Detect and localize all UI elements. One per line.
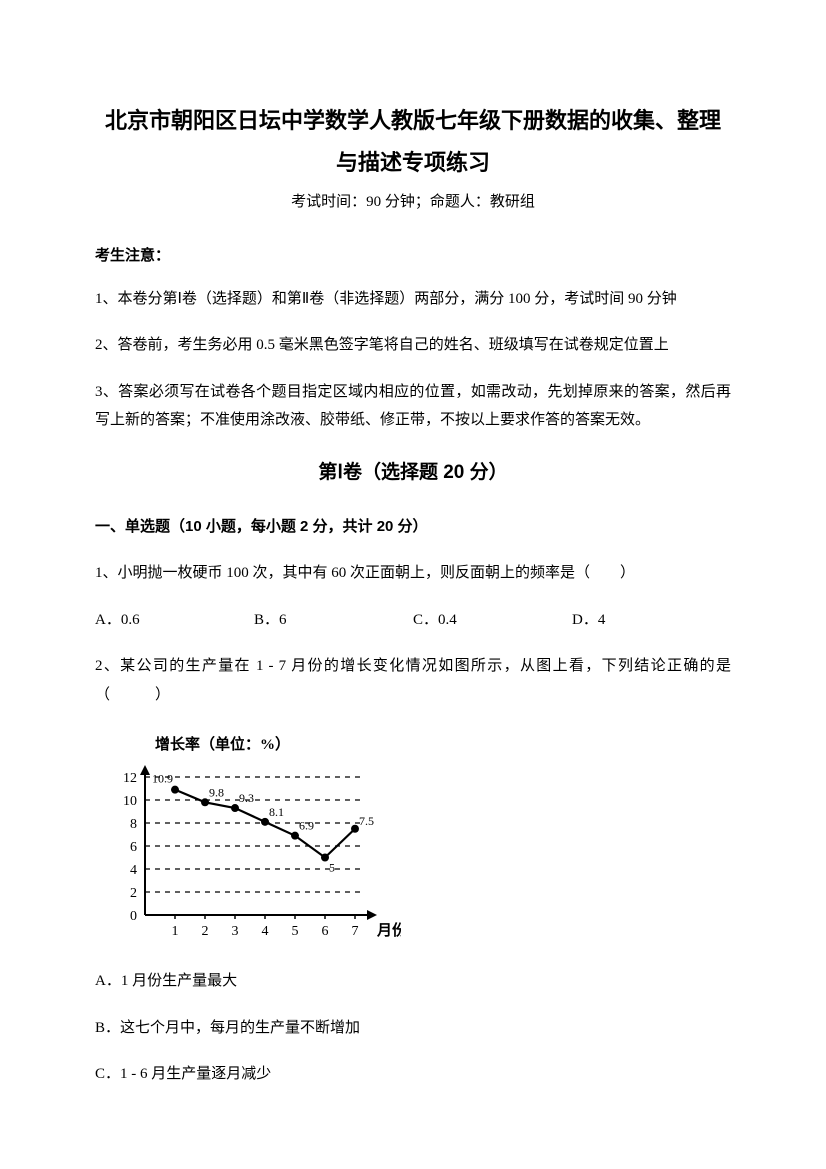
- option-b: B．6: [254, 606, 413, 635]
- growth-rate-chart: 增长率（单位：%）0246810121234567月份10.99.89.38.1…: [101, 727, 731, 947]
- svg-text:6: 6: [130, 840, 137, 855]
- svg-text:10: 10: [123, 794, 137, 809]
- svg-text:0: 0: [130, 909, 137, 924]
- part-1-title: 一、单选题（10 小题，每小题 2 分，共计 20 分）: [95, 513, 731, 542]
- question-1-options: A．0.6 B．6 C．0.4 D．4: [95, 606, 731, 635]
- svg-text:7.5: 7.5: [359, 814, 374, 828]
- svg-text:月份: 月份: [376, 921, 401, 939]
- page-title: 北京市朝阳区日坛中学数学人教版七年级下册数据的收集、整理与描述专项练习: [95, 100, 731, 184]
- notice-item: 3、答案必须写在试卷各个题目指定区域内相应的位置，如需改动，先划掉原来的答案，然…: [95, 378, 731, 435]
- exam-meta: 考试时间：90 分钟；命题人：教研组: [95, 188, 731, 217]
- section-1-title: 第Ⅰ卷（选择题 20 分）: [95, 455, 731, 491]
- svg-text:4: 4: [130, 863, 137, 878]
- notice-item: 2、答卷前，考生务必用 0.5 毫米黑色签字笔将自己的姓名、班级填写在试卷规定位…: [95, 331, 731, 360]
- option-a: A．0.6: [95, 606, 254, 635]
- notice-heading: 考生注意：: [95, 242, 731, 271]
- svg-text:6.9: 6.9: [299, 819, 314, 833]
- question-2-stem: 2、某公司的生产量在 1 - 7 月份的增长变化情况如图所示，从图上看，下列结论…: [95, 652, 731, 709]
- svg-text:5: 5: [329, 861, 335, 875]
- notice-item: 1、本卷分第Ⅰ卷（选择题）和第Ⅱ卷（非选择题）两部分，满分 100 分，考试时间…: [95, 285, 731, 314]
- svg-text:2: 2: [202, 924, 209, 939]
- svg-text:1: 1: [172, 924, 179, 939]
- option-d: D．4: [572, 606, 731, 635]
- svg-text:3: 3: [232, 924, 239, 939]
- svg-text:7: 7: [352, 924, 359, 939]
- svg-text:9.8: 9.8: [209, 785, 224, 799]
- question-2-option-b: B．这七个月中，每月的生产量不断增加: [95, 1014, 731, 1043]
- svg-text:8: 8: [130, 817, 137, 832]
- svg-text:增长率（单位：%）: 增长率（单位：%）: [155, 735, 290, 753]
- question-1-stem: 1、小明抛一枚硬币 100 次，其中有 60 次正面朝上，则反面朝上的频率是（ …: [95, 559, 731, 588]
- question-2-option-c: C．1 - 6 月生产量逐月减少: [95, 1060, 731, 1089]
- svg-text:10.9: 10.9: [152, 772, 173, 786]
- question-2-option-a: A．1 月份生产量最大: [95, 967, 731, 996]
- svg-text:8.1: 8.1: [269, 805, 284, 819]
- svg-text:12: 12: [123, 771, 137, 786]
- svg-text:4: 4: [262, 924, 269, 939]
- svg-text:5: 5: [292, 924, 299, 939]
- svg-text:6: 6: [322, 924, 329, 939]
- svg-text:2: 2: [130, 886, 137, 901]
- svg-text:9.3: 9.3: [239, 791, 254, 805]
- option-c: C．0.4: [413, 606, 572, 635]
